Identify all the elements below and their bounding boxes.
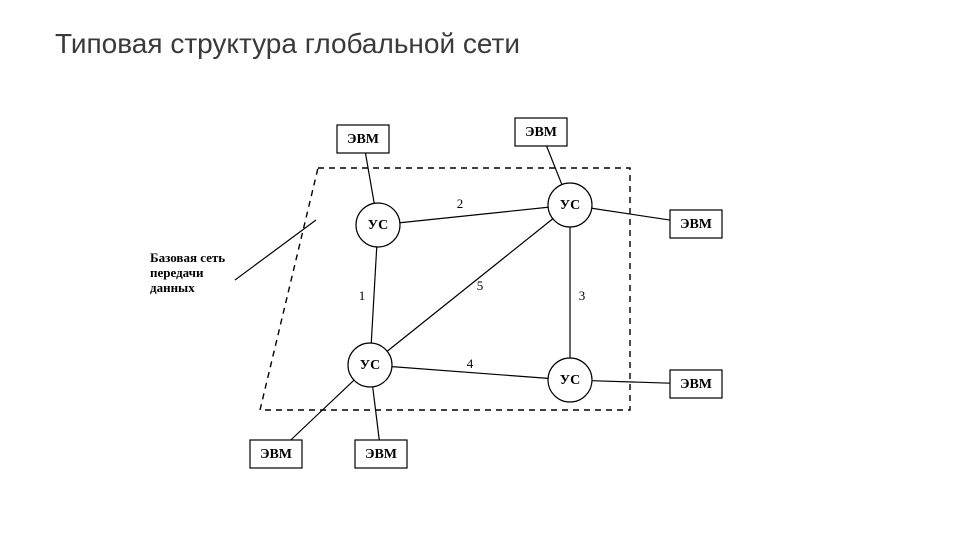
node-label-evm3: ЭВМ	[680, 217, 712, 232]
node-label-evm2: ЭВМ	[525, 125, 557, 140]
callout-text: передачи	[150, 265, 204, 280]
node-label-us3: УС	[360, 358, 380, 373]
network-diagram: Базовая сетьпередачиданных 2 1 5 3 4 ЭВМ ЭВМ ЭВМ…	[140, 90, 760, 490]
callout-line	[235, 220, 316, 280]
callout-text: Базовая сеть	[150, 250, 225, 265]
edge-label-1: 1	[359, 288, 366, 303]
edge-label-4: 4	[467, 356, 474, 371]
edge-us2-us3	[387, 219, 553, 352]
edge-evm3-us2	[592, 208, 670, 220]
edge-label-3: 3	[579, 288, 586, 303]
node-label-evm4: ЭВМ	[680, 377, 712, 392]
node-label-us2: УС	[560, 198, 580, 213]
node-label-evm1: ЭВМ	[347, 132, 379, 147]
node-label-evm6: ЭВМ	[365, 447, 397, 462]
node-label-us1: УС	[368, 218, 388, 233]
edge-evm4-us4	[592, 381, 670, 383]
node-label-evm5: ЭВМ	[260, 447, 292, 462]
edge-evm1-us1	[365, 153, 374, 203]
edge-evm6-us3	[373, 387, 380, 440]
callout-text: данных	[150, 280, 195, 295]
edge-label-5: 5	[477, 278, 484, 293]
edge-label-2: 2	[457, 196, 464, 211]
edge-us1-us2	[400, 207, 548, 222]
node-label-us4: УС	[560, 373, 580, 388]
page-title: Типовая структура глобальной сети	[55, 28, 520, 60]
edge-us1-us3	[371, 247, 376, 343]
edge-evm2-us2	[547, 146, 562, 185]
